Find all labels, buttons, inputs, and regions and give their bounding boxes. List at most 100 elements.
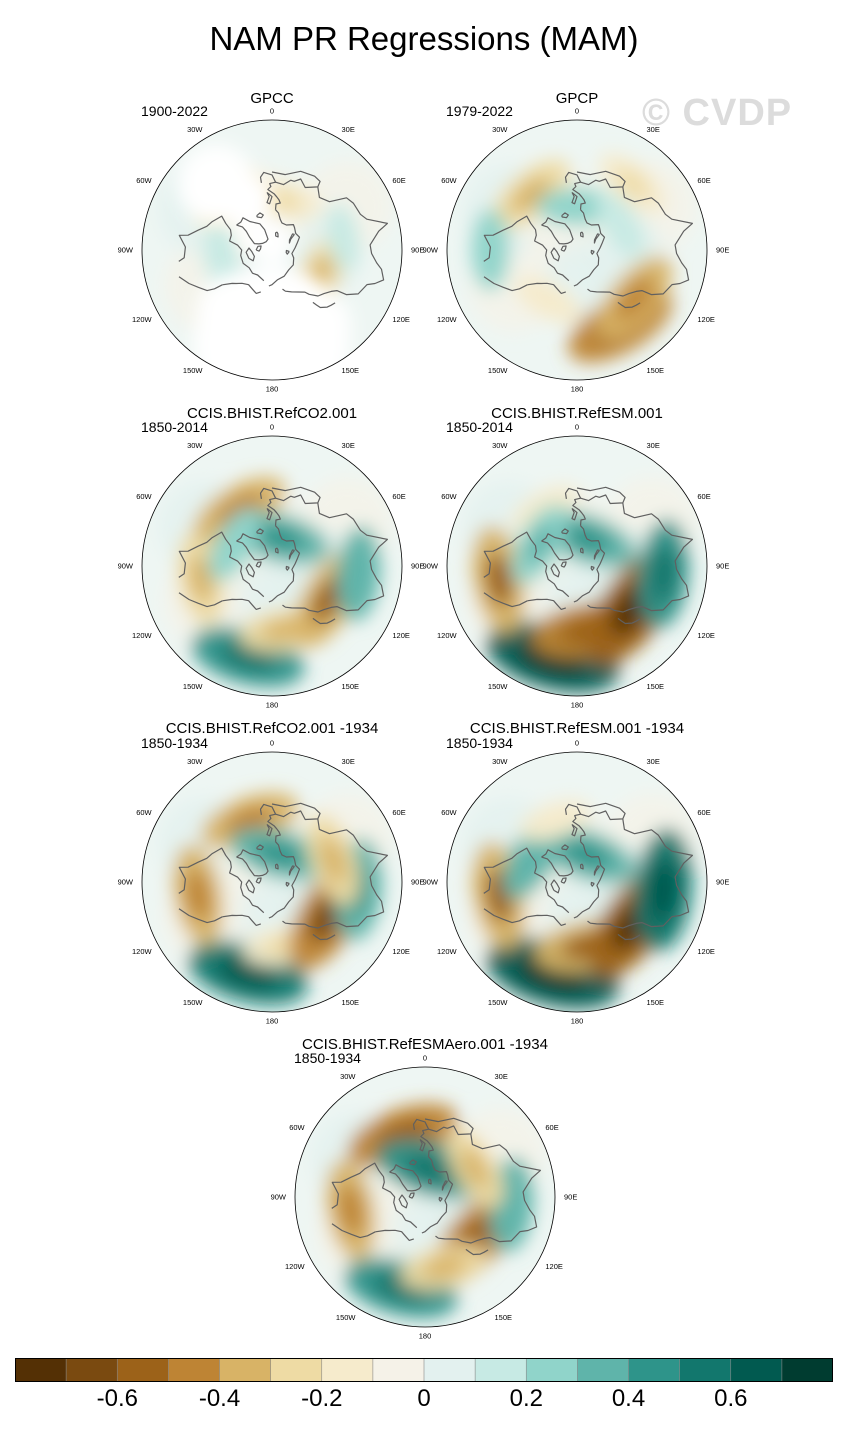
longitude-label: 30E — [647, 125, 660, 134]
anomaly-core — [221, 525, 248, 563]
coastline — [564, 487, 586, 526]
coastline — [271, 802, 321, 821]
anomaly-core — [334, 220, 352, 255]
longitude-label: 150W — [488, 682, 509, 691]
coastline — [593, 865, 600, 876]
coastline — [266, 823, 273, 837]
coastline — [617, 933, 641, 941]
longitude-label: 30W — [492, 441, 508, 450]
anomaly-core — [556, 197, 598, 217]
coastline — [560, 877, 567, 884]
coastline — [282, 502, 389, 613]
coastline — [593, 233, 600, 244]
longitude-label: 150W — [183, 682, 204, 691]
longitude-label: 30W — [187, 441, 203, 450]
coastline — [438, 1196, 443, 1202]
panel-period: 1850-1934 — [294, 1050, 361, 1066]
anomaly-core — [404, 1154, 461, 1185]
coastline — [587, 818, 694, 929]
coastline — [573, 525, 606, 603]
longitude-label: 120W — [132, 315, 153, 324]
coastline — [312, 301, 336, 309]
anomaly-core — [347, 549, 370, 598]
longitude-label: 60W — [441, 492, 457, 501]
coastline — [274, 547, 279, 554]
longitude-label: 90W — [118, 246, 134, 255]
colorbar-tick-label: 0 — [417, 1385, 431, 1412]
colorbar-tick-label: 0.6 — [714, 1385, 748, 1412]
longitude-label: 0 — [575, 423, 579, 432]
coastline — [222, 598, 261, 611]
longitude-label: 0 — [575, 107, 579, 116]
coastline — [435, 1133, 542, 1244]
coastline — [245, 879, 255, 894]
longitude-label: 60E — [545, 1123, 558, 1132]
coastline — [178, 908, 223, 924]
longitude-label: 90E — [411, 562, 424, 571]
longitude-label: 30W — [492, 757, 508, 766]
coastline — [178, 592, 223, 608]
coastline — [483, 908, 528, 924]
coastline — [256, 212, 264, 219]
coastline — [256, 844, 264, 851]
longitude-label: 60W — [441, 808, 457, 817]
longitude-label: 180 — [266, 701, 279, 710]
coastline — [587, 186, 694, 297]
coastline — [288, 865, 295, 876]
longitude-label: 0 — [423, 1054, 427, 1063]
longitude-label: 30E — [647, 757, 660, 766]
map-border — [141, 751, 403, 1013]
panel-period: 1850-2014 — [446, 419, 513, 435]
coastline — [255, 561, 262, 568]
colorbar-box — [781, 1358, 833, 1382]
coastline — [271, 170, 321, 189]
panel-period: 1850-1934 — [141, 735, 208, 751]
coastline — [178, 531, 265, 598]
coastline — [236, 849, 269, 877]
longitude-label: 150E — [495, 1313, 513, 1322]
longitude-label: 0 — [270, 107, 274, 116]
longitude-label: 0 — [270, 739, 274, 748]
coastline — [178, 215, 265, 282]
coastline — [571, 191, 578, 205]
panel-period: 1979-2022 — [446, 103, 513, 119]
colorbar-box — [679, 1358, 732, 1382]
anomaly-core — [531, 287, 565, 313]
coastline — [590, 565, 595, 571]
longitude-label: 150E — [647, 366, 665, 375]
ocean-mask — [214, 171, 272, 229]
longitude-label: 60W — [136, 176, 152, 185]
colorbar-tick-label: 0.2 — [509, 1385, 543, 1412]
coastline — [564, 171, 586, 210]
longitude-label: 30W — [187, 125, 203, 134]
colorbar-box — [628, 1358, 681, 1382]
anomaly-core — [216, 493, 263, 527]
polar-map: 180 150E 120E 90E 60E 30E 0 30W 60W 90W 120W 150W — [271, 1054, 578, 1341]
anomaly-core — [189, 554, 213, 603]
longitude-label: 180 — [571, 385, 584, 394]
longitude-label: 90E — [564, 1193, 577, 1202]
longitude-label: 120W — [132, 947, 153, 956]
longitude-label: 120W — [132, 631, 153, 640]
longitude-label: 60W — [136, 808, 152, 817]
anomaly-core — [615, 277, 654, 320]
longitude-label: 90W — [118, 878, 134, 887]
longitude-label: 150W — [183, 366, 204, 375]
longitude-label: 90E — [716, 562, 729, 571]
longitude-label: 60E — [697, 808, 710, 817]
longitude-label: 90W — [423, 246, 439, 255]
anomaly-core — [608, 207, 633, 242]
longitude-label: 30W — [340, 1072, 356, 1081]
longitude-label: 30W — [492, 125, 508, 134]
coastline — [483, 215, 570, 282]
coastline — [561, 844, 569, 851]
colorbar-box — [424, 1358, 476, 1382]
longitude-label: 180 — [266, 385, 279, 394]
panel-title: CCIS.BHIST.RefESM.001 -1934 — [469, 720, 685, 737]
coastline — [590, 881, 595, 887]
map-border — [141, 119, 403, 381]
longitude-label: 90W — [423, 878, 439, 887]
coastline — [282, 186, 389, 297]
coastline — [285, 565, 290, 571]
coastline — [222, 914, 261, 927]
